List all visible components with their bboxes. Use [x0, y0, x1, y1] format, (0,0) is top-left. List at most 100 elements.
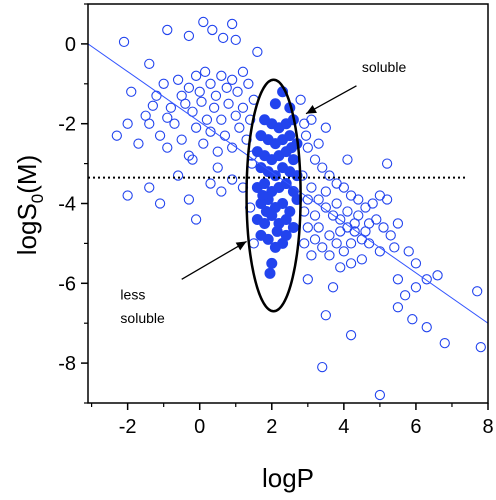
overlays — [88, 43, 488, 324]
open-point-42 — [212, 146, 223, 157]
open-point-32 — [133, 138, 144, 149]
filled-point-39 — [259, 217, 271, 229]
open-point-73 — [212, 162, 223, 173]
y-tick-label--4: -4 — [58, 194, 76, 216]
open-point-129 — [345, 238, 357, 249]
filled-point-1 — [269, 98, 281, 110]
open-point-110 — [385, 230, 396, 241]
open-point-143 — [345, 330, 357, 341]
open-point-57 — [162, 112, 173, 123]
open-point-99 — [324, 250, 335, 261]
open-point-65 — [190, 214, 202, 225]
open-point-118 — [342, 206, 353, 217]
open-point-100 — [331, 238, 342, 249]
filled-point-54 — [257, 190, 269, 202]
open-point-138 — [421, 322, 432, 333]
open-point-50 — [208, 102, 220, 113]
open-point-140 — [410, 258, 422, 269]
open-point-41 — [205, 126, 216, 137]
open-point-71 — [248, 238, 259, 249]
open-point-80 — [324, 170, 335, 181]
open-point-59 — [196, 96, 207, 107]
open-point-146 — [472, 286, 483, 297]
filled-point-43 — [287, 221, 299, 233]
axis-ticks: -2 0 2 4 6 8 0 -2 -4 -6 -8 — [58, 3, 494, 438]
open-point-114 — [302, 194, 313, 205]
open-point-2 — [162, 24, 173, 36]
open-point-126 — [313, 222, 324, 233]
arrow-less-soluble — [181, 240, 247, 280]
open-point-145 — [439, 337, 450, 349]
filled-point-51 — [260, 205, 272, 217]
open-point-19 — [194, 86, 205, 97]
filled-point-53 — [286, 142, 298, 154]
x-tick-label-8: 8 — [482, 416, 493, 438]
open-point-116 — [320, 186, 331, 197]
open-point-21 — [205, 78, 216, 89]
open-circle-series — [111, 16, 486, 401]
y-axis-title-main: logS — [12, 203, 42, 255]
open-point-37 — [176, 134, 187, 145]
open-point-75 — [295, 94, 306, 105]
open-point-63 — [172, 170, 184, 181]
filled-point-27 — [259, 178, 271, 190]
y-tick-label--8: -8 — [58, 353, 76, 375]
filled-point-49 — [264, 267, 276, 279]
open-point-28 — [243, 78, 254, 89]
x-axis-title: logP — [262, 463, 314, 493]
open-point-120 — [360, 226, 371, 237]
filled-point-19 — [287, 154, 299, 166]
x-tick-label-0: 0 — [194, 416, 205, 438]
open-point-151 — [306, 114, 317, 125]
x-tick-label-4: 4 — [338, 416, 349, 438]
open-point-74 — [187, 154, 198, 165]
open-point-6 — [217, 32, 229, 44]
open-point-98 — [317, 242, 328, 253]
open-point-18 — [190, 70, 202, 81]
filled-point-50 — [280, 229, 292, 241]
open-point-8 — [230, 34, 241, 46]
open-point-79 — [317, 162, 328, 173]
open-point-0 — [118, 36, 130, 48]
open-point-14 — [165, 102, 177, 113]
open-point-24 — [221, 82, 232, 93]
open-point-87 — [313, 194, 324, 205]
open-point-119 — [349, 218, 360, 229]
open-point-7 — [226, 18, 238, 30]
x-tick-label--2: -2 — [119, 416, 137, 438]
open-point-86 — [306, 182, 317, 193]
open-point-92 — [349, 226, 360, 237]
open-point-52 — [223, 98, 234, 109]
open-point-124 — [381, 158, 393, 169]
y-tick-label-0: 0 — [65, 34, 76, 56]
open-point-20 — [199, 66, 211, 77]
open-point-152 — [313, 138, 324, 149]
open-point-132 — [392, 274, 404, 285]
open-point-46 — [241, 134, 252, 145]
open-point-90 — [335, 214, 346, 225]
open-point-27 — [237, 66, 249, 77]
open-point-34 — [154, 130, 166, 141]
open-point-26 — [232, 86, 243, 97]
open-point-15 — [172, 74, 184, 85]
open-point-31 — [122, 118, 133, 129]
filled-point-52 — [271, 225, 283, 237]
regression-line — [88, 43, 488, 324]
open-point-105 — [367, 198, 378, 209]
x-tick-label-6: 6 — [410, 416, 421, 438]
open-point-153 — [320, 122, 331, 133]
open-point-136 — [392, 302, 404, 313]
open-point-67 — [216, 186, 227, 197]
open-point-131 — [403, 246, 414, 257]
open-point-23 — [216, 70, 227, 81]
annotation-1: less — [120, 286, 145, 302]
open-point-142 — [317, 361, 328, 373]
open-point-88 — [320, 202, 331, 213]
open-point-60 — [122, 190, 133, 201]
open-point-115 — [309, 210, 321, 221]
open-point-134 — [410, 282, 422, 293]
open-point-35 — [162, 142, 173, 153]
open-point-141 — [320, 310, 331, 321]
open-point-40 — [198, 138, 209, 149]
open-point-121 — [306, 250, 317, 261]
